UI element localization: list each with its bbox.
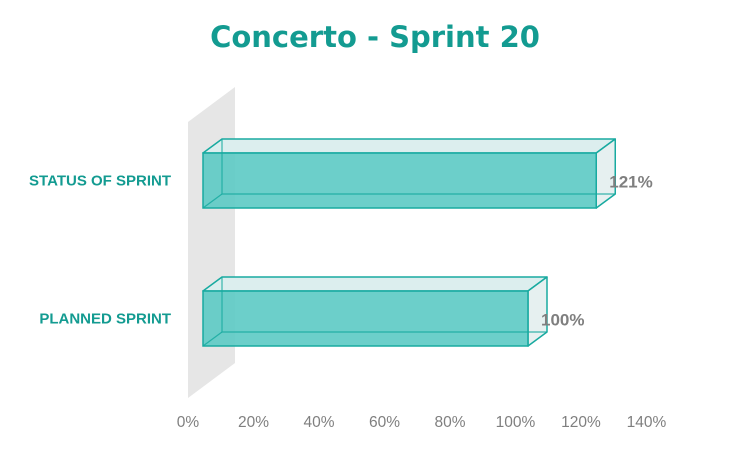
x-tick-label: 140% [627,414,667,431]
bar-front-face [202,152,597,209]
x-tick-label: 120% [561,414,601,431]
category-label-status-of-sprint: STATUS OF SPRINT [29,173,171,190]
x-tick-label: 20% [238,414,269,431]
bar-status-of-sprint [202,138,616,209]
value-label-status-of-sprint: 121% [609,173,652,192]
x-tick-label: 0% [177,414,200,431]
chart-back-wall [188,87,235,398]
value-label-planned-sprint: 100% [541,311,584,330]
x-tick-label: 60% [369,414,400,431]
x-tick-label: 40% [303,414,334,431]
x-tick-label: 100% [496,414,536,431]
bar-top-face [202,138,616,154]
bar-front-face [202,290,529,347]
bar-planned-sprint [202,276,548,347]
x-tick-label: 80% [434,414,465,431]
bar-hidden-edge-diagonal [202,193,223,209]
x-axis-ticks: 0% 20% 40% 60% 80% 100% 120% 140% [177,414,667,431]
category-label-planned-sprint: PLANNED SPRINT [39,311,171,328]
chart-title: Concerto - Sprint 20 [210,20,540,54]
bar-hidden-edge-diagonal [202,331,223,347]
bars-layer: STATUS OF SPRINT 121% PLANNED SPRINT 100% [29,138,653,347]
bar-top-face [202,276,548,292]
